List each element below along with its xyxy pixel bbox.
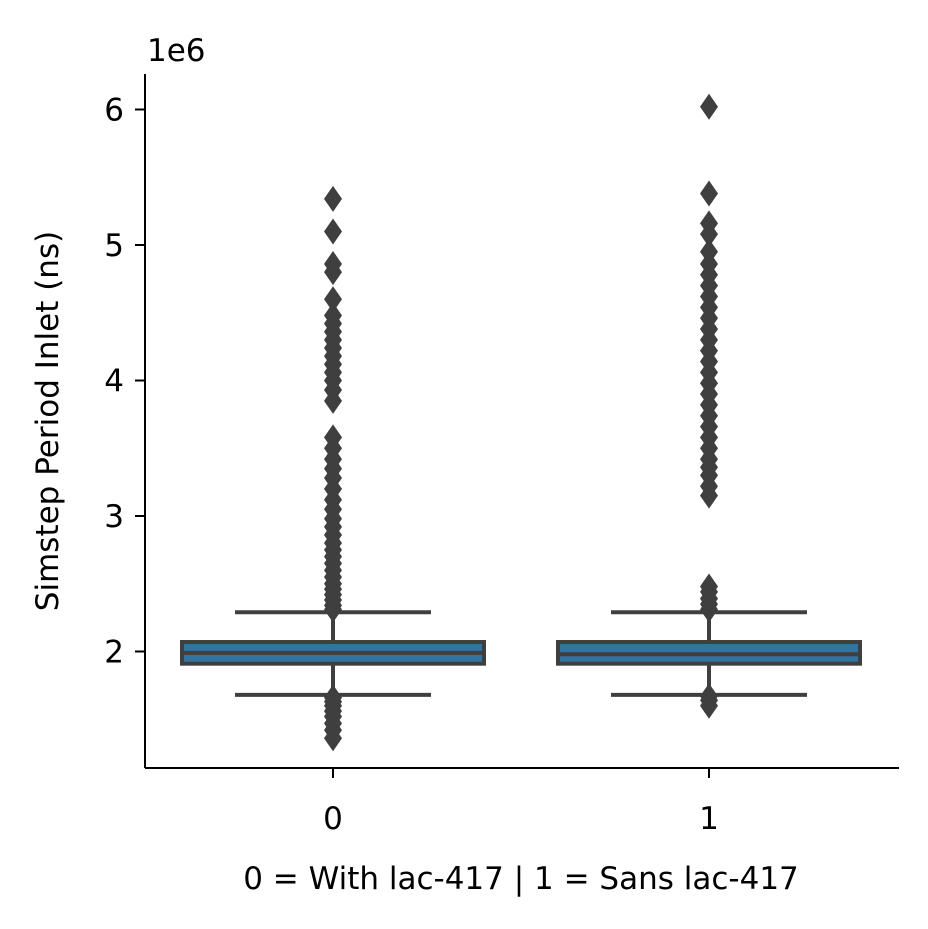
outlier-point <box>324 424 342 451</box>
plot-area <box>180 93 862 752</box>
y-tick-label: 5 <box>104 228 124 264</box>
outlier-point <box>700 573 718 600</box>
y-tick-label: 2 <box>104 635 124 671</box>
x-axis-label: 0 = With lac-417 | 1 = Sans lac-417 <box>243 861 799 897</box>
outlier-point <box>700 93 718 120</box>
y-tick-label: 3 <box>104 499 124 535</box>
box-group-1 <box>556 93 862 719</box>
y-tick-label: 4 <box>104 364 124 400</box>
tick-marks: 2 3 4 5 6 0 1 <box>104 93 719 838</box>
outlier-point <box>700 180 718 207</box>
outlier-point <box>324 302 342 329</box>
outlier-point <box>700 683 718 710</box>
outlier-point <box>324 250 342 277</box>
y-offset-label: 1e6 <box>147 33 206 69</box>
outlier-point <box>700 210 718 237</box>
box-group-0 <box>180 185 486 752</box>
outlier-point <box>700 238 718 265</box>
y-axis-label: Simstep Period Inlet (ns) <box>30 231 66 611</box>
x-tick-label: 0 <box>323 801 343 837</box>
y-tick-label: 6 <box>104 93 124 129</box>
outlier-point <box>324 684 342 711</box>
x-tick-label: 1 <box>699 801 719 837</box>
outlier-point <box>324 218 342 245</box>
outlier-point <box>324 286 342 313</box>
outlier-point <box>324 185 342 212</box>
